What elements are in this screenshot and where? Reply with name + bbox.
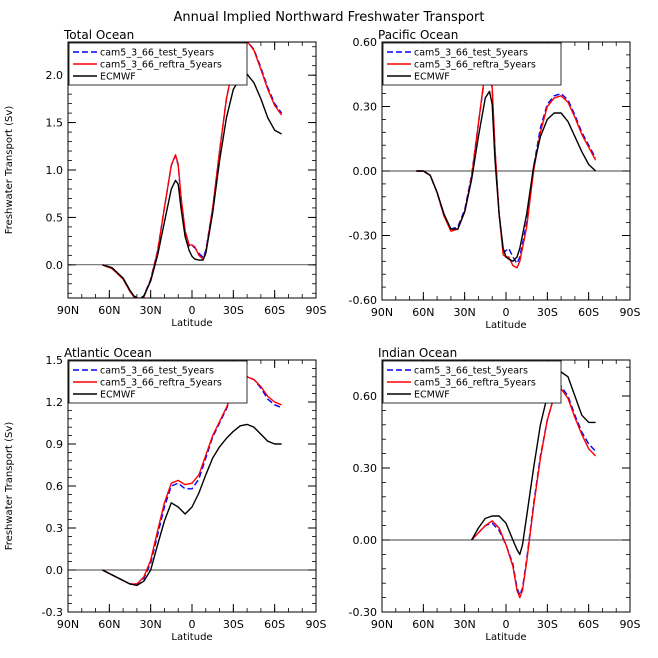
x-tick-label: 90S	[620, 618, 641, 631]
x-tick-label: 30N	[140, 304, 162, 317]
y-tick-label: -0.30	[349, 230, 377, 243]
x-tick-label: 30S	[537, 306, 558, 319]
y-tick-label: 0.00	[353, 165, 378, 178]
y-tick-label: 0.3	[46, 522, 64, 535]
ecmwf-series-line	[102, 73, 282, 298]
legend-label: cam5_3_66_test_5years	[414, 366, 528, 377]
legend-label: cam5_3_66_reftra_5years	[100, 60, 222, 71]
legend-label: ECMWF	[414, 390, 450, 401]
figure-title: Annual Implied Northward Freshwater Tran…	[174, 10, 485, 25]
reftra-series-line	[471, 388, 597, 599]
y-tick-label: 1.5	[46, 354, 64, 367]
series-group	[416, 62, 597, 269]
test-series-line	[471, 385, 597, 596]
x-tick-label: 30S	[223, 618, 244, 631]
x-axis-label: Latitude	[485, 632, 526, 643]
x-tick-label: 30N	[140, 618, 162, 631]
x-tick-label: 60N	[98, 304, 120, 317]
y-axis-label: Freshwater Transport (Sv)	[4, 422, 15, 551]
x-tick-label: 90S	[620, 306, 641, 319]
x-tick-label: 60S	[264, 618, 285, 631]
x-tick-label: 60N	[412, 306, 434, 319]
legend-box	[68, 360, 248, 404]
x-tick-label: 60S	[264, 304, 285, 317]
x-tick-label: 90S	[306, 304, 327, 317]
y-axis-label: Freshwater Transport (Sv)	[4, 106, 15, 235]
y-tick-label: 0.30	[353, 101, 378, 114]
x-tick-label: 60S	[578, 306, 599, 319]
plot-frame	[381, 41, 631, 301]
x-tick-label: 60N	[412, 618, 434, 631]
x-tick-label: 30N	[454, 618, 476, 631]
test-series-line	[102, 376, 282, 585]
legend-label: cam5_3_66_test_5years	[100, 366, 214, 377]
legend-label: cam5_3_66_test_5years	[414, 48, 528, 59]
ecmwf-series-line	[416, 90, 597, 262]
legend-box	[382, 42, 562, 86]
legend-label: cam5_3_66_reftra_5years	[414, 60, 536, 71]
x-tick-label: 90N	[57, 304, 79, 317]
panel-title: Indian Ocean	[378, 346, 457, 360]
y-tick-label: 1.2	[46, 396, 64, 409]
x-axis-label: Latitude	[171, 318, 212, 329]
plot-frame	[381, 359, 631, 613]
x-tick-label: 30S	[537, 618, 558, 631]
reftra-series-line	[416, 62, 597, 269]
legend-box	[68, 42, 248, 86]
legend-label: ECMWF	[100, 72, 136, 83]
series-group	[102, 376, 282, 587]
y-tick-label: 0.0	[46, 259, 64, 272]
panel-title: Atlantic Ocean	[64, 346, 152, 360]
y-tick-label: 1.5	[46, 117, 64, 130]
x-tick-label: 90N	[371, 618, 393, 631]
x-tick-label: 0	[503, 306, 510, 319]
x-tick-label: 90S	[306, 618, 327, 631]
legend-label: cam5_3_66_reftra_5years	[414, 378, 536, 389]
x-tick-label: 0	[503, 618, 510, 631]
x-tick-label: 90N	[371, 306, 393, 319]
y-tick-label: -0.60	[349, 294, 377, 307]
y-tick-label: 0.60	[353, 390, 378, 403]
series-group	[470, 371, 597, 599]
legend-label: ECMWF	[414, 72, 450, 83]
plot-frame	[67, 41, 317, 299]
legend-label: cam5_3_66_reftra_5years	[100, 378, 222, 389]
legend-label: cam5_3_66_test_5years	[100, 48, 214, 59]
ecmwf-series-line	[470, 371, 596, 556]
x-axis-label: Latitude	[485, 320, 526, 331]
panel-title: Total Ocean	[63, 28, 134, 42]
test-series-line	[416, 65, 597, 265]
ecmwf-series-line	[102, 423, 282, 587]
plot-frame	[67, 359, 317, 613]
x-tick-label: 0	[189, 304, 196, 317]
x-tick-label: 90N	[57, 618, 79, 631]
y-tick-label: 0.00	[353, 534, 378, 547]
y-tick-label: 2.0	[46, 69, 64, 82]
legend-label: ECMWF	[100, 390, 136, 401]
x-tick-label: 30N	[454, 306, 476, 319]
y-tick-label: 0.30	[353, 462, 378, 475]
y-tick-label: -0.30	[349, 606, 377, 619]
x-tick-label: 0	[189, 618, 196, 631]
y-tick-label: 0.0	[46, 564, 64, 577]
y-tick-label: -0.3	[42, 606, 63, 619]
y-tick-label: 1.0	[46, 164, 64, 177]
legend-box	[382, 360, 562, 404]
x-tick-label: 30S	[223, 304, 244, 317]
x-tick-label: 60S	[578, 618, 599, 631]
y-tick-label: 0.60	[353, 36, 378, 49]
x-axis-label: Latitude	[171, 632, 212, 643]
x-tick-label: 60N	[98, 618, 120, 631]
y-tick-label: 0.5	[46, 211, 64, 224]
panel-title: Pacific Ocean	[378, 28, 458, 42]
reftra-series-line	[102, 376, 282, 585]
y-tick-label: 0.6	[46, 480, 64, 493]
y-tick-label: 0.9	[46, 438, 64, 451]
